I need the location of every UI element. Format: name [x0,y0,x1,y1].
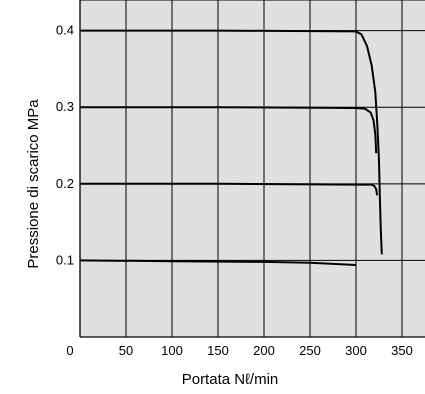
x-tick-label-300: 300 [345,343,367,358]
series-line-3 [80,106,378,154]
plot-area [80,0,425,337]
axes [79,0,425,338]
x-tick-label-200: 200 [253,343,275,358]
x-tick-label-250: 250 [299,343,321,358]
x-tick-label-0: 0 [66,343,73,358]
y-tick-label-0.1: 0.1 [56,252,74,267]
x-tick-label-50: 50 [119,343,133,358]
y-tick-labels: 0.1 0.2 0.3 0.4 [56,23,74,268]
x-tick-label-350: 350 [391,343,413,358]
x-tick-labels: 0 50 100 150 200 250 300 350 [66,343,412,358]
x-axis-title: Portata Nℓ/min [182,371,279,388]
y-tick-label-0.4: 0.4 [56,23,74,38]
series-group [79,29,383,266]
x-tick-label-100: 100 [161,343,183,358]
series-line-1 [79,259,357,266]
y-tick-label-0.3: 0.3 [56,99,74,114]
x-tick-label-150: 150 [207,343,229,358]
y-axis-title: Pressione di scarico MPa [25,99,42,269]
y-tick-label-0.2: 0.2 [56,176,74,191]
series-line-4 [80,29,383,255]
series-line-2 [80,182,379,196]
